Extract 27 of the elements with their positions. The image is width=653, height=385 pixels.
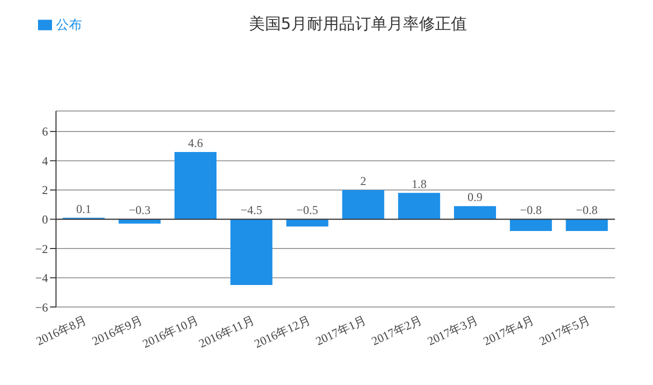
x-tick-label: 2017年4月 — [481, 312, 536, 348]
y-tick-label: −4 — [35, 271, 48, 286]
data-label: −0.8 — [520, 203, 542, 218]
data-label: −0.5 — [296, 203, 318, 218]
data-label: 4.6 — [188, 136, 204, 150]
y-tick-label: 6 — [42, 124, 48, 139]
y-tick-label: 4 — [42, 154, 48, 168]
x-tick-label: 2016年12月 — [252, 312, 312, 351]
legend-label: 公布 — [56, 18, 82, 33]
chart-title: 美国5月耐用品订单月率修正值 — [248, 14, 468, 35]
x-tick-label: 2017年5月 — [537, 312, 592, 348]
y-tick-label: −6 — [35, 300, 48, 314]
data-label: 2 — [360, 174, 366, 188]
y-tick-label: −2 — [35, 242, 48, 256]
x-tick-label: 2017年1月 — [313, 312, 368, 348]
y-tick-label: 0 — [42, 212, 48, 226]
data-label: 1.8 — [412, 176, 427, 191]
x-tick-label: 2017年2月 — [369, 312, 424, 348]
data-label: 0.1 — [76, 202, 92, 216]
data-label: −4.5 — [240, 203, 262, 218]
x-tick-label: 2017年3月 — [425, 312, 480, 348]
x-tick-label: 2016年8月 — [34, 312, 89, 348]
y-tick-label: 2 — [42, 183, 48, 198]
x-tick-label: 2016年10月 — [140, 312, 201, 351]
data-label: 0.9 — [468, 190, 483, 204]
data-label: −0.3 — [128, 203, 150, 218]
data-label: −0.8 — [576, 203, 598, 218]
